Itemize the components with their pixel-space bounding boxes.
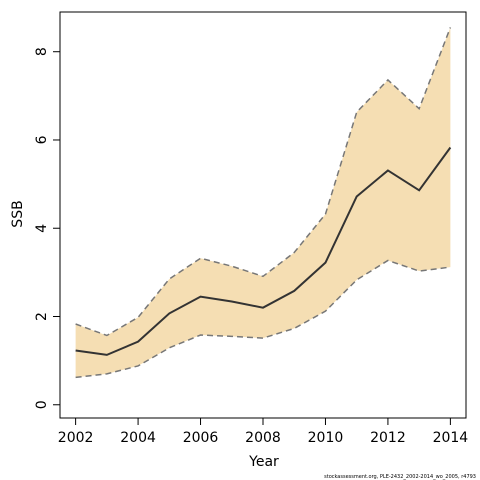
confidence-band-layer <box>75 27 451 378</box>
x-tick-label: 2014 <box>433 430 469 446</box>
x-tick-label: 2006 <box>183 430 219 446</box>
y-tick-label: 0 <box>34 400 50 409</box>
x-tick-label: 2008 <box>245 430 281 446</box>
y-tick-label: 4 <box>34 224 50 233</box>
x-tick-label: 2012 <box>370 430 406 446</box>
footer-note: stockassessment.org, PLE-2432_2002-2014_… <box>324 474 476 480</box>
x-tick-label: 2010 <box>308 430 344 446</box>
line-layer <box>75 27 452 379</box>
confidence-band <box>75 27 451 378</box>
y-axis-label: SSB <box>10 200 26 227</box>
upper-bound-line <box>75 27 452 337</box>
y-tick-label: 6 <box>34 135 50 144</box>
y-tick-label: 8 <box>34 47 50 56</box>
y-tick-label: 2 <box>34 312 50 321</box>
lower-bound-line <box>75 259 451 379</box>
x-axis: 2002 2004 2006 2008 2010 2012 2014 <box>58 418 468 446</box>
x-axis-label: Year <box>248 454 279 470</box>
x-tick-label: 2002 <box>58 430 94 446</box>
y-axis: 0 2 4 6 8 <box>34 47 60 409</box>
x-tick-label: 2004 <box>120 430 156 446</box>
ssb-estimate-line <box>75 146 452 356</box>
